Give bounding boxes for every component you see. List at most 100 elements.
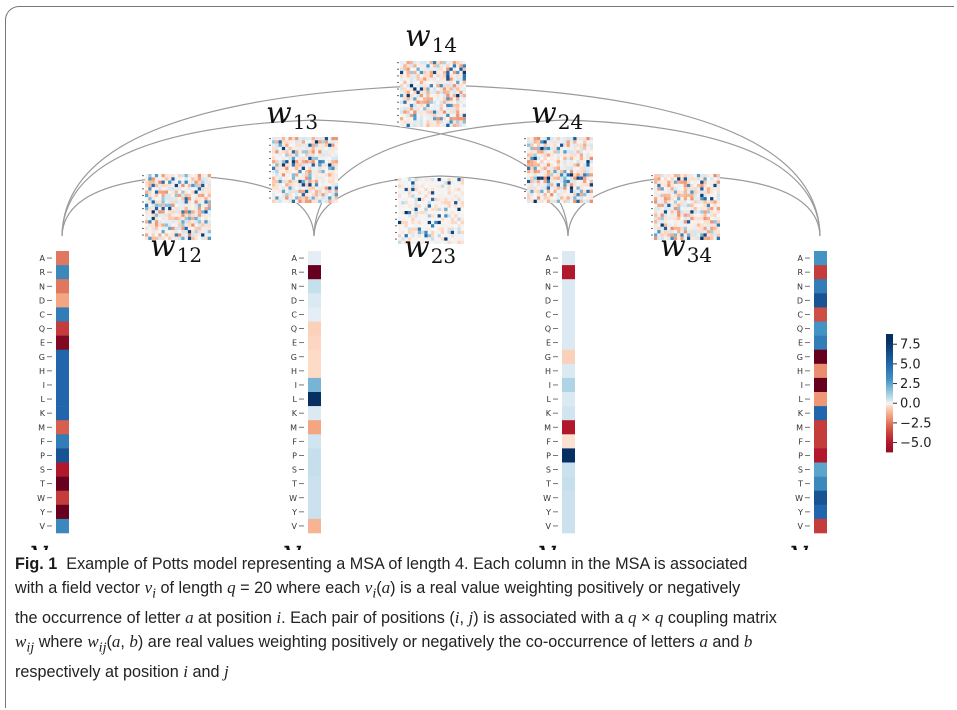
letter-label: M (38, 423, 45, 432)
letter-label: R (291, 268, 297, 277)
field-cell-M (308, 420, 321, 435)
field-cell-R (56, 265, 69, 280)
letter-label: S (40, 466, 45, 475)
field-cell-W (814, 490, 827, 506)
colorbar-segment (886, 440, 893, 443)
letter-label: N (545, 282, 551, 291)
letter-label: T (797, 480, 803, 489)
field-cell-F (562, 434, 575, 449)
letter-label: V (798, 522, 804, 531)
letter-label: G (291, 353, 297, 362)
letter-label: C (797, 310, 803, 319)
field-cell-N (562, 279, 575, 294)
letter-label: S (546, 466, 551, 475)
letter-label: W (543, 494, 551, 503)
letter-label: R (545, 268, 551, 277)
colorbar-segment (886, 337, 893, 341)
colorbar-segment (886, 365, 893, 368)
letter-label: M (544, 423, 551, 432)
colorbar-segment (886, 418, 893, 421)
letter-label: Q (797, 325, 803, 334)
field-cell-A (56, 251, 69, 266)
colorbar-tick-label: 2.5 (900, 377, 921, 392)
field-cell-S (814, 462, 827, 477)
letter-label: E (546, 339, 551, 348)
letter-label: Y (39, 508, 45, 517)
colorbar-segment (886, 347, 893, 351)
field-cell-F (56, 434, 69, 449)
colorbar-segment (886, 391, 893, 394)
field-cell-I (562, 377, 575, 393)
colorbar-segment (886, 351, 893, 355)
colorbar-segment (886, 424, 893, 427)
field-cell-N (814, 279, 827, 294)
letter-label: A (546, 254, 552, 263)
colorbar-segment (886, 406, 893, 410)
letter-label: I (43, 381, 45, 390)
field-cell-Q (308, 321, 321, 336)
caption-line-2: with a field vector vi of length q = 20 … (15, 578, 741, 602)
field-cell-L (814, 392, 827, 407)
field-cell-R (562, 265, 575, 280)
letter-label: K (798, 409, 804, 418)
colorbar-segment (886, 410, 893, 414)
letter-label: I (295, 381, 297, 390)
letter-label: Q (291, 325, 297, 334)
caption-line-1: Fig. 1 Example of Potts model representi… (15, 553, 940, 576)
letter-label: C (291, 310, 297, 319)
field-cell-E (56, 335, 69, 350)
field-cell-C (308, 307, 321, 322)
field-cell-F (308, 434, 321, 449)
field-cell-S (308, 462, 321, 477)
letter-label: H (39, 367, 45, 376)
field-cell-Q (562, 321, 575, 336)
colorbar-segment (886, 412, 893, 416)
field-cell-T (308, 476, 321, 491)
caption-text-1: Example of Potts model representing a MS… (66, 555, 748, 573)
field-cell-Q (56, 321, 69, 336)
field-cell-A (562, 251, 575, 266)
colorbar-segment (886, 442, 893, 445)
coupling-label-w14: w14 (405, 19, 457, 57)
colorbar-segment (886, 383, 893, 386)
field-cell-I (56, 377, 69, 393)
colorbar-segment (886, 448, 893, 451)
coupling-matrix-23 (395, 178, 464, 244)
figure-caption: Fig. 1 Example of Potts model representi… (15, 553, 940, 684)
colorbar-segment (886, 387, 893, 390)
letter-label: H (291, 367, 297, 376)
colorbar-segment (886, 408, 893, 412)
colorbar-segment (886, 430, 893, 433)
field-cell-P (308, 448, 321, 463)
colorbar-segment (886, 375, 893, 378)
field-cell-H (308, 363, 321, 379)
field-cell-H (56, 363, 69, 379)
letter-label: S (798, 466, 803, 475)
colorbar-segment (886, 361, 893, 364)
letter-label: I (801, 381, 803, 390)
letter-label: L (293, 395, 298, 404)
colorbar-segment (886, 400, 893, 404)
letter-label: Y (291, 508, 297, 517)
letter-label: E (40, 339, 45, 348)
letter-label: G (545, 353, 551, 362)
field-cell-K (56, 406, 69, 421)
colorbar-segment (886, 355, 893, 358)
colorbar-segment (886, 349, 893, 353)
colorbar-segment (886, 420, 893, 423)
letter-label: E (292, 339, 297, 348)
letter-label: V (292, 522, 298, 531)
colorbar-segment (886, 381, 893, 384)
field-cell-Y (56, 504, 69, 520)
field-cell-N (56, 279, 69, 294)
letter-label: F (798, 437, 803, 446)
field-cell-S (562, 462, 575, 477)
colorbar-segment (886, 432, 893, 435)
field-cell-T (814, 476, 827, 491)
letter-label: K (546, 409, 552, 418)
